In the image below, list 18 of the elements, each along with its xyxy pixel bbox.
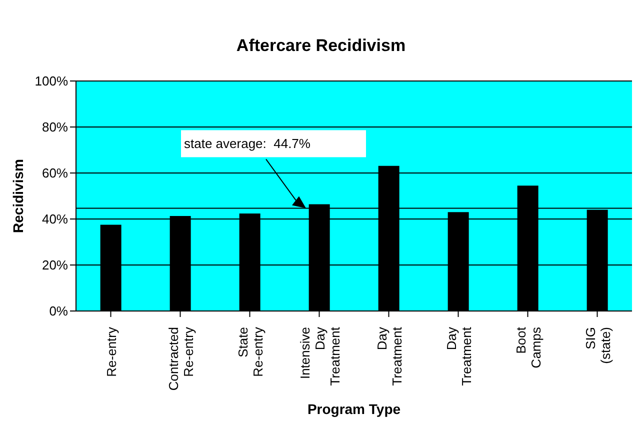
x-tick-label: SIG (state)	[582, 327, 613, 364]
x-tick-label: Contracted Re-entry	[166, 326, 196, 391]
ref-line-label: state average: 44.7%	[184, 136, 311, 152]
y-tick-label: 60%	[42, 166, 68, 181]
y-tick-label: 20%	[42, 258, 68, 273]
x-tick-label: Boot Camps	[513, 326, 544, 368]
y-tick-label: 0%	[49, 304, 68, 319]
y-tick-label: 100%	[34, 74, 68, 89]
y-tick-label: 80%	[42, 120, 68, 135]
x-tick-label: Day Treatment	[444, 326, 474, 386]
y-axis-title: Recidivism	[10, 159, 26, 233]
x-tick-label: Day Treatment	[374, 326, 404, 386]
x-axis-title: Program Type	[307, 401, 401, 417]
chart-title: Aftercare Recidivism	[236, 36, 406, 55]
x-tick-label: Re-entry	[104, 326, 119, 377]
x-tick-label: State Re-entry	[235, 326, 266, 377]
x-tick-label: Intensive Day Treatment	[297, 326, 342, 386]
y-tick-label: 40%	[42, 212, 68, 227]
